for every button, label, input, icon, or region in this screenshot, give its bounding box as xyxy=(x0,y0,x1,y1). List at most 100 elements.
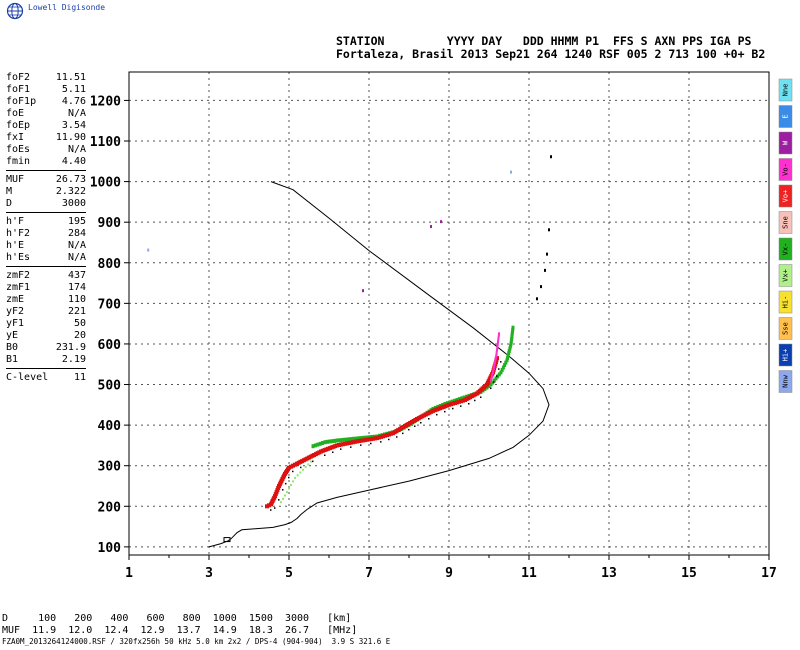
o-cusp-point xyxy=(498,332,500,336)
legend-item: Vo- xyxy=(778,158,793,181)
x-trace-point xyxy=(328,439,332,444)
scatter-dot xyxy=(550,155,552,159)
x-trace-point xyxy=(494,376,498,381)
x-trace-point xyxy=(313,443,317,448)
legend-swatch xyxy=(778,237,793,261)
param-value: N/A xyxy=(67,240,86,251)
x-trace-point xyxy=(500,367,504,372)
echo-mark xyxy=(274,507,276,509)
param-value: 20 xyxy=(73,330,86,341)
x-trace-point xyxy=(354,436,358,441)
tick-label-y: 200 xyxy=(98,500,122,515)
param-name: foF1p xyxy=(6,96,37,107)
o-cusp-point xyxy=(493,364,496,368)
x-trace-point xyxy=(503,363,507,367)
legend-item: Sne xyxy=(778,211,793,234)
scatter-dot xyxy=(440,220,442,224)
ionogram-chart: 1 3 5 7 9 11 13 15 17100200300400500600700800900… xyxy=(90,71,793,581)
x-trace-point xyxy=(335,438,339,443)
param-row-foe: foE N/A xyxy=(6,108,86,120)
tick-label-y: 800 xyxy=(98,257,122,272)
echo-mark xyxy=(380,441,382,443)
x-trace-point xyxy=(507,351,511,356)
param-separator xyxy=(6,212,86,213)
legend-swatch xyxy=(778,343,793,367)
x-trace-point xyxy=(342,437,346,442)
param-name: yE xyxy=(6,330,19,341)
tick-label-y: 1200 xyxy=(90,94,121,109)
legend-item: Sse xyxy=(778,317,793,340)
x-trace-point xyxy=(347,437,351,442)
echo-mark xyxy=(493,381,495,383)
echo-mark xyxy=(288,476,290,479)
legend-label: Sne xyxy=(782,216,790,229)
param-row-zme: zmE 110 xyxy=(6,294,86,306)
param-row-yf1: yF1 50 xyxy=(6,318,86,330)
x-trace-point xyxy=(453,398,457,403)
echo-mark xyxy=(414,425,416,427)
scatter-dot xyxy=(147,248,150,252)
echo-mark xyxy=(278,499,280,501)
o-cusp-point xyxy=(490,376,493,380)
param-row-fxi: fxI 11.90 xyxy=(6,132,86,144)
o-trace-point xyxy=(275,488,280,493)
echo-mark xyxy=(402,432,404,435)
param-value: 4.76 xyxy=(61,96,86,107)
echo-mark xyxy=(496,375,498,377)
legend-label: Vx- xyxy=(782,243,790,256)
x-lower-trace-point xyxy=(307,463,310,466)
x-lower-trace-point xyxy=(304,466,307,469)
tick-label-x: 1 xyxy=(125,566,133,581)
footer-distance-row: D 100 200 400 600 800 1000 1500 3000 [km… xyxy=(2,613,352,624)
param-row-m: M 2.322 xyxy=(6,186,86,198)
param-row-b1: B1 2.19 xyxy=(6,354,86,366)
param-name: zmE xyxy=(6,294,25,305)
param-value: 195 xyxy=(67,216,86,227)
param-row-foep: foEp 3.54 xyxy=(6,120,86,132)
echo-mark xyxy=(444,410,446,413)
o-cusp-point xyxy=(493,362,496,366)
param-separator xyxy=(6,170,86,171)
param-name: B1 xyxy=(6,354,19,365)
echo-mark xyxy=(480,396,482,398)
tick-label-y: 300 xyxy=(98,460,122,475)
param-value: N/A xyxy=(67,252,86,263)
param-row-clevel: C-level 11 xyxy=(6,372,86,384)
x-trace-point xyxy=(501,365,505,370)
x-trace-point xyxy=(323,440,327,445)
param-row-yf2: yF2 221 xyxy=(6,306,86,318)
x-trace-point xyxy=(457,397,461,402)
param-separator xyxy=(6,368,86,369)
echo-mark xyxy=(270,509,272,511)
tick-label-y: 900 xyxy=(98,216,122,231)
o-cusp-point xyxy=(497,338,500,342)
legend-item: W xyxy=(778,131,793,155)
o-cusp-point xyxy=(497,340,499,344)
param-row-fof1p: foF1p 4.76 xyxy=(6,96,86,108)
x-trace-point xyxy=(492,378,496,383)
param-row-hes: h'Es N/A xyxy=(6,252,86,264)
x-trace-point xyxy=(330,439,334,444)
legend-item: Nne xyxy=(778,78,793,102)
param-row-foes: foEs N/A xyxy=(6,144,86,156)
header-labels: STATION YYYY DAY DDD HHMM P1 FFS S AXN P… xyxy=(336,34,752,48)
param-name: foEs xyxy=(6,144,31,155)
tick-label-x: 9 xyxy=(445,566,453,581)
o-cusp-point xyxy=(494,360,496,364)
param-name: C-level xyxy=(6,372,49,383)
tick-label-y: 700 xyxy=(98,297,122,312)
o-cusp-point xyxy=(494,356,497,360)
legend-item: Hi- xyxy=(778,290,793,314)
echo-mark xyxy=(498,368,500,370)
x-trace-point xyxy=(311,444,315,449)
o-cusp-point xyxy=(496,348,498,352)
legend-label: Vo+ xyxy=(782,190,790,203)
echo-mark xyxy=(436,413,438,416)
x-trace-point xyxy=(462,395,466,400)
o-cusp-point xyxy=(495,352,498,356)
traces xyxy=(147,155,552,548)
legend-swatch xyxy=(778,184,793,208)
x-lower-trace-point xyxy=(288,487,290,490)
x-trace-point xyxy=(345,437,349,442)
scatter-dot xyxy=(548,228,550,232)
